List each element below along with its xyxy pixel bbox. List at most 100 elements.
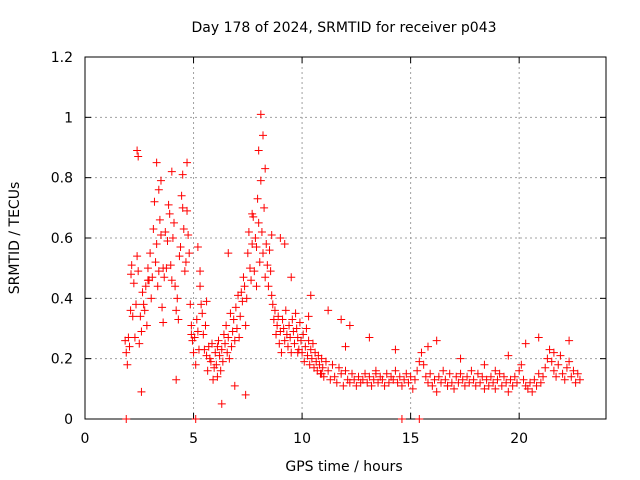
data-point: [547, 357, 556, 366]
data-point: [382, 369, 391, 378]
data-point: [161, 227, 170, 236]
data-point: [417, 348, 426, 357]
data-point: [571, 378, 580, 387]
data-point: [147, 294, 156, 303]
data-point: [262, 240, 271, 249]
data-point: [371, 366, 380, 375]
data-point: [166, 261, 175, 270]
data-point: [423, 342, 432, 351]
data-point: [508, 381, 517, 390]
data-point: [480, 360, 489, 369]
data-point: [491, 384, 500, 393]
data-point: [252, 282, 261, 291]
data-point: [565, 336, 574, 345]
data-point: [230, 381, 239, 390]
data-point: [391, 366, 400, 375]
data-point: [248, 240, 257, 249]
data-point: [138, 288, 147, 297]
data-point: [143, 276, 152, 285]
data-point: [328, 360, 337, 369]
data-point: [257, 227, 266, 236]
data-point: [159, 318, 168, 327]
y-tick-label: 1.2: [51, 50, 73, 66]
data-point: [170, 218, 179, 227]
data-point: [247, 276, 256, 285]
data-point: [389, 375, 398, 384]
data-point: [134, 267, 143, 276]
y-tick-label: 0.2: [51, 352, 73, 368]
data-point: [216, 366, 225, 375]
data-point: [227, 342, 236, 351]
data-point: [415, 415, 424, 423]
data-point: [361, 369, 370, 378]
data-point: [528, 387, 537, 396]
data-point: [226, 309, 235, 318]
data-point: [140, 306, 149, 315]
data-point: [191, 360, 200, 369]
data-point: [213, 342, 222, 351]
data-point: [168, 234, 177, 242]
data-point: [295, 318, 304, 327]
data-point: [307, 354, 316, 363]
data-point: [229, 315, 238, 324]
data-point: [158, 303, 167, 312]
data-point: [176, 243, 185, 252]
data-point: [274, 312, 283, 321]
data-point: [558, 369, 567, 378]
data-point: [332, 378, 341, 387]
data-point: [228, 327, 237, 336]
y-tick-label: 0.6: [51, 231, 73, 247]
data-point: [334, 363, 343, 372]
data-point: [512, 378, 521, 387]
data-point: [341, 366, 350, 375]
data-point: [304, 336, 313, 345]
data-point: [201, 321, 210, 330]
data-point: [235, 333, 244, 342]
data-point: [406, 372, 415, 381]
data-point: [191, 415, 200, 423]
data-point: [443, 381, 452, 390]
data-point: [292, 324, 301, 333]
data-point: [239, 273, 248, 282]
data-point: [441, 375, 450, 384]
data-point: [290, 339, 299, 348]
data-point: [196, 267, 205, 276]
data-point: [300, 357, 309, 366]
data-point: [363, 378, 372, 387]
data-point: [491, 366, 500, 375]
data-point: [365, 333, 374, 342]
data-point: [251, 234, 260, 242]
data-point: [252, 243, 261, 252]
data-point: [330, 372, 339, 381]
data-point: [167, 276, 176, 285]
data-point: [223, 348, 232, 357]
data-point: [554, 360, 563, 369]
data-point: [562, 363, 571, 372]
data-point: [261, 273, 270, 282]
data-point: [273, 321, 282, 330]
data-point: [163, 237, 172, 246]
data-point: [495, 369, 504, 378]
data-point: [146, 249, 155, 258]
data-point: [224, 249, 233, 258]
data-point: [265, 246, 274, 255]
data-point: [263, 261, 272, 270]
data-point: [183, 158, 192, 167]
data-point: [244, 227, 253, 236]
data-point: [269, 315, 278, 324]
data-point: [148, 273, 157, 282]
data-point: [286, 333, 295, 342]
data-point: [395, 372, 404, 381]
data-point: [137, 327, 146, 336]
data-point: [155, 215, 164, 224]
data-point: [127, 270, 136, 279]
data-point: [276, 234, 285, 242]
data-point: [410, 375, 419, 384]
data-point: [426, 369, 435, 378]
data-point: [241, 321, 250, 330]
data-point: [270, 306, 279, 315]
data-point: [450, 384, 459, 393]
data-point: [293, 348, 302, 357]
data-point: [552, 372, 561, 381]
data-point: [193, 327, 202, 336]
